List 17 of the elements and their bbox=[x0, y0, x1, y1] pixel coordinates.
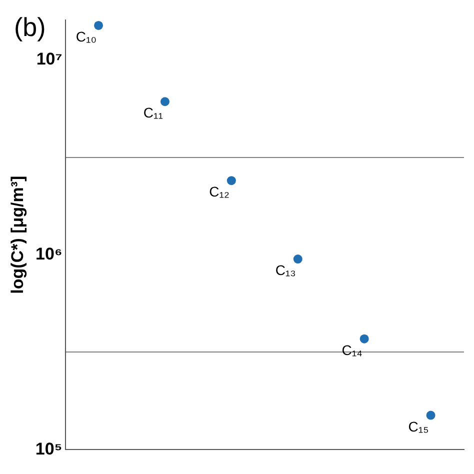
data-label: C₁₂ bbox=[209, 184, 230, 200]
data-label: C₁₅ bbox=[408, 418, 429, 434]
point bbox=[360, 334, 369, 344]
data-label: C₁₄ bbox=[342, 342, 363, 358]
point bbox=[226, 176, 236, 186]
y-tick-label: 10⁷ bbox=[36, 49, 62, 68]
data-label: C₁₁ bbox=[143, 104, 164, 121]
point bbox=[160, 97, 170, 106]
text: (b) bbox=[14, 12, 46, 42]
data-label: C₁₀ bbox=[76, 28, 97, 44]
y-tick-label: 10⁶ bbox=[36, 244, 62, 264]
y-tick-label: 10⁵ bbox=[35, 439, 62, 458]
data-label: C₁₃ bbox=[275, 262, 296, 278]
point bbox=[94, 20, 104, 30]
point bbox=[293, 254, 302, 264]
y-axis-title: log(C*) [μg/m³] bbox=[8, 176, 27, 294]
point bbox=[426, 410, 436, 420]
